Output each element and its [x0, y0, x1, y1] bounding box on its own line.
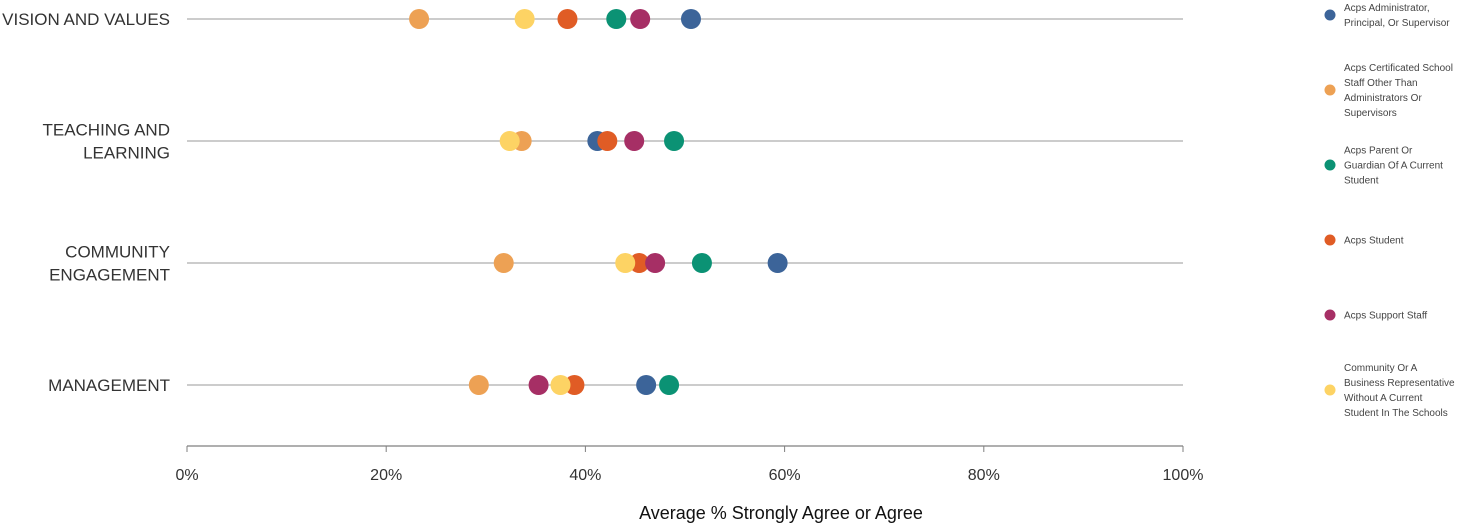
legend-label: Acps Parent Or	[1344, 146, 1413, 157]
data-point	[597, 131, 618, 151]
data-point	[615, 253, 636, 273]
legend-label: Acps Support Staff	[1344, 311, 1427, 322]
legend-item: Acps Student	[1324, 234, 1404, 247]
x-axis: 0% 20% 40% 60% 80% 100%	[175, 445, 1204, 484]
legend-item: Acps Administrator, Principal, Or Supervi…	[1324, 3, 1450, 29]
x-tick-label: 100%	[1163, 467, 1204, 484]
legend-swatch	[1324, 9, 1336, 21]
data-point	[680, 9, 701, 29]
legend-label: Student	[1344, 176, 1379, 187]
data-point	[499, 131, 520, 151]
data-point	[636, 375, 657, 395]
data-point	[629, 253, 650, 273]
data-point	[691, 253, 712, 273]
data-point	[624, 131, 645, 151]
legend: Acps Administrator, Principal, Or Supervi…	[1324, 3, 1455, 419]
legend-label: Without A Current	[1344, 393, 1423, 404]
data-point	[493, 253, 514, 273]
x-tick-label: 80%	[968, 467, 1000, 484]
legend-item: Acps Certificated School Staff Other Than…	[1324, 63, 1453, 119]
legend-item: Community Or A Business Representative Wit…	[1324, 363, 1455, 419]
category-label: TEACHING AND	[42, 121, 170, 140]
x-tick-label: 0%	[175, 467, 198, 484]
data-point	[557, 9, 578, 29]
legend-item: Acps Support Staff	[1324, 309, 1427, 322]
legend-swatch	[1324, 384, 1336, 396]
data-point	[468, 375, 489, 395]
x-tick-label: 20%	[370, 467, 402, 484]
data-points	[409, 9, 788, 395]
category-lines	[187, 18, 1183, 386]
x-tick-label: 40%	[569, 467, 601, 484]
legend-item: Acps Parent Or Guardian Of A Current Stude…	[1324, 146, 1443, 187]
x-axis-title: Average % Strongly Agree or Agree	[639, 503, 923, 523]
category-labels: VISION AND VALUES TEACHING AND LEARNING COM…	[2, 10, 170, 395]
legend-label: Acps Administrator,	[1344, 3, 1430, 14]
legend-label: Staff Other Than	[1344, 78, 1418, 89]
data-point	[767, 253, 788, 273]
legend-label: Guardian Of A Current	[1344, 161, 1443, 172]
data-point	[606, 9, 627, 29]
data-point	[409, 9, 430, 29]
category-label: ENGAGEMENT	[49, 266, 170, 285]
data-point	[514, 9, 535, 29]
data-point	[550, 375, 571, 395]
legend-swatch	[1324, 234, 1336, 246]
legend-label: Student In The Schools	[1344, 408, 1448, 419]
legend-label: Business Representative	[1344, 378, 1455, 389]
legend-label: Supervisors	[1344, 108, 1397, 119]
data-point	[659, 375, 680, 395]
legend-label: Community Or A	[1344, 363, 1418, 374]
data-point	[645, 253, 666, 273]
data-point	[528, 375, 549, 395]
legend-label: Acps Student	[1344, 236, 1404, 247]
x-tick-label: 60%	[769, 467, 801, 484]
category-label: MANAGEMENT	[48, 376, 170, 395]
category-label: VISION AND VALUES	[2, 10, 170, 29]
legend-label: Administrators Or	[1344, 93, 1422, 104]
legend-label: Acps Certificated School	[1344, 63, 1453, 74]
data-point	[564, 375, 585, 395]
legend-swatch	[1324, 309, 1336, 321]
category-label: COMMUNITY	[65, 243, 170, 262]
data-point	[630, 9, 651, 29]
legend-label: Principal, Or Supervisor	[1344, 18, 1450, 29]
legend-swatch	[1324, 159, 1336, 171]
legend-swatch	[1324, 84, 1336, 96]
data-point	[664, 131, 685, 151]
category-label: LEARNING	[83, 144, 170, 163]
